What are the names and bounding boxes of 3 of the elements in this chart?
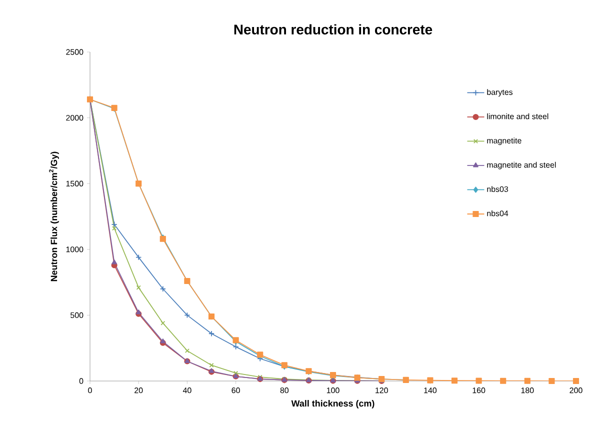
x-axis-title: Wall thickness (cm) [291, 400, 374, 408]
y-axis-title: Neutron Flux (number/cm$^{2}$/Gy) [49, 152, 59, 282]
chart-title: Neutron reduction in concrete [234, 24, 432, 35]
